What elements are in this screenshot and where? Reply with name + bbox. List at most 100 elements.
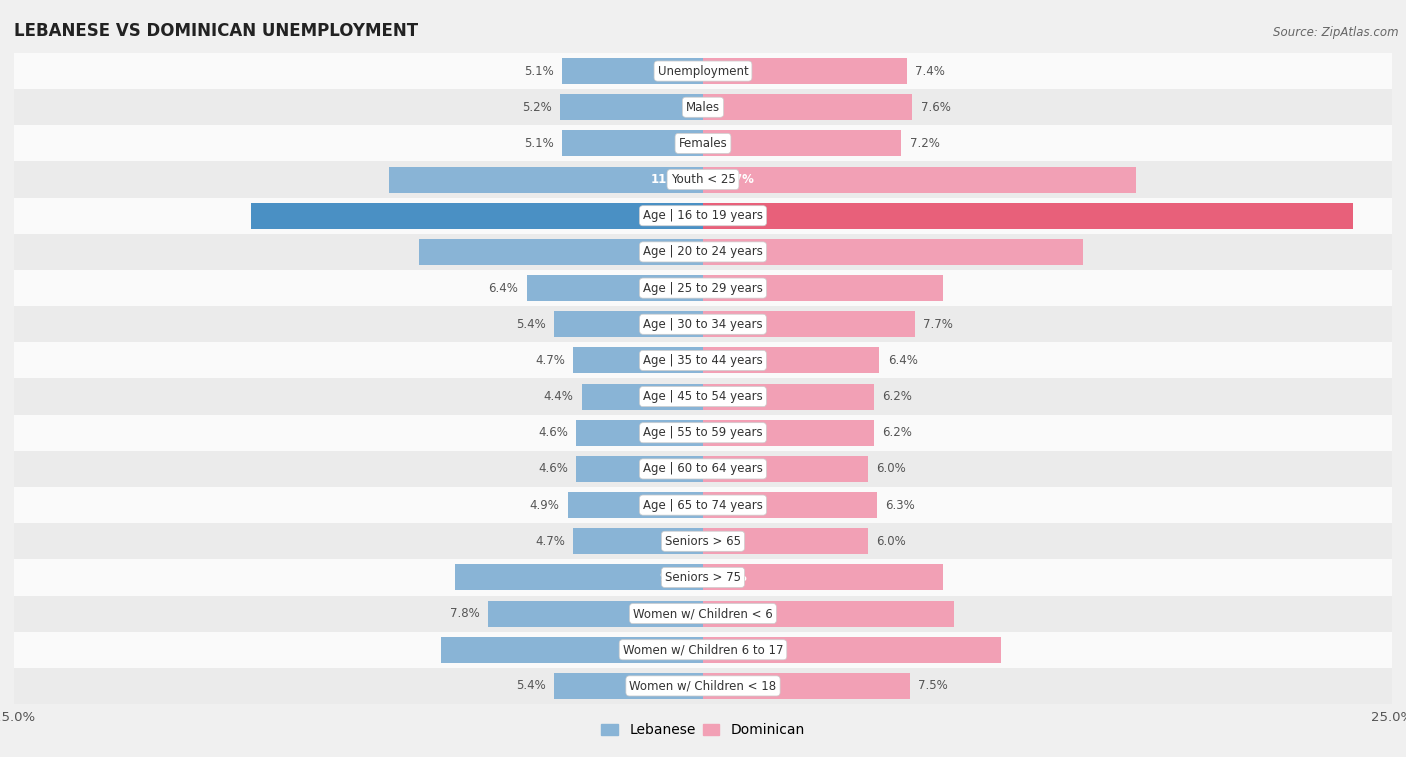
Bar — [554, 311, 703, 338]
Bar — [14, 161, 1392, 198]
Bar — [703, 600, 953, 627]
Bar — [703, 637, 1001, 663]
Bar — [703, 384, 875, 410]
Bar — [703, 528, 869, 554]
Text: 5.1%: 5.1% — [524, 64, 554, 77]
Text: Age | 30 to 34 years: Age | 30 to 34 years — [643, 318, 763, 331]
Bar — [703, 565, 943, 590]
Text: Age | 45 to 54 years: Age | 45 to 54 years — [643, 390, 763, 403]
Text: 9.0%: 9.0% — [659, 571, 692, 584]
Bar — [456, 565, 703, 590]
Bar — [441, 637, 703, 663]
Bar — [14, 234, 1392, 270]
Text: 10.3%: 10.3% — [651, 245, 692, 258]
Text: 4.7%: 4.7% — [536, 534, 565, 548]
Bar — [703, 94, 912, 120]
Bar — [703, 275, 943, 301]
Bar — [14, 631, 1392, 668]
Bar — [14, 559, 1392, 596]
Text: Age | 25 to 29 years: Age | 25 to 29 years — [643, 282, 763, 294]
Bar — [703, 58, 907, 84]
Text: 7.2%: 7.2% — [910, 137, 939, 150]
Bar — [574, 347, 703, 373]
Text: 6.3%: 6.3% — [884, 499, 915, 512]
Text: 6.4%: 6.4% — [488, 282, 519, 294]
Text: 5.2%: 5.2% — [522, 101, 551, 114]
Text: Seniors > 65: Seniors > 65 — [665, 534, 741, 548]
Bar — [703, 130, 901, 157]
Bar — [560, 94, 703, 120]
Text: Females: Females — [679, 137, 727, 150]
Text: Age | 16 to 19 years: Age | 16 to 19 years — [643, 209, 763, 223]
Text: LEBANESE VS DOMINICAN UNEMPLOYMENT: LEBANESE VS DOMINICAN UNEMPLOYMENT — [14, 22, 418, 40]
Bar — [703, 419, 875, 446]
Bar — [14, 378, 1392, 415]
Bar — [14, 668, 1392, 704]
Text: Age | 35 to 44 years: Age | 35 to 44 years — [643, 354, 763, 367]
Bar — [14, 596, 1392, 631]
Text: 4.6%: 4.6% — [538, 426, 568, 439]
Text: 11.4%: 11.4% — [651, 173, 692, 186]
Text: 13.8%: 13.8% — [714, 245, 755, 258]
Bar — [703, 673, 910, 699]
Text: 6.0%: 6.0% — [876, 534, 907, 548]
Bar — [568, 492, 703, 518]
Bar — [488, 600, 703, 627]
Bar — [14, 53, 1392, 89]
Text: 7.5%: 7.5% — [918, 680, 948, 693]
Text: Age | 60 to 64 years: Age | 60 to 64 years — [643, 463, 763, 475]
Bar — [14, 415, 1392, 451]
Text: 9.5%: 9.5% — [659, 643, 692, 656]
Text: 15.7%: 15.7% — [714, 173, 755, 186]
Bar — [554, 673, 703, 699]
Text: 16.4%: 16.4% — [651, 209, 692, 223]
Bar — [14, 306, 1392, 342]
Bar — [14, 89, 1392, 126]
Bar — [703, 239, 1083, 265]
Text: 5.1%: 5.1% — [524, 137, 554, 150]
Legend: Lebanese, Dominican: Lebanese, Dominican — [596, 718, 810, 743]
Bar — [14, 126, 1392, 161]
Text: 7.4%: 7.4% — [915, 64, 945, 77]
Text: 4.9%: 4.9% — [530, 499, 560, 512]
Text: 6.2%: 6.2% — [882, 426, 912, 439]
Text: 8.7%: 8.7% — [714, 571, 747, 584]
Bar — [703, 311, 915, 338]
Bar — [576, 456, 703, 482]
Bar — [703, 347, 879, 373]
Text: Women w/ Children < 6: Women w/ Children < 6 — [633, 607, 773, 620]
Text: 23.6%: 23.6% — [714, 209, 755, 223]
Bar — [574, 528, 703, 554]
Bar — [576, 419, 703, 446]
Text: Youth < 25: Youth < 25 — [671, 173, 735, 186]
Text: Source: ZipAtlas.com: Source: ZipAtlas.com — [1274, 26, 1399, 39]
Text: Unemployment: Unemployment — [658, 64, 748, 77]
Bar — [703, 456, 869, 482]
Text: Males: Males — [686, 101, 720, 114]
Text: 4.7%: 4.7% — [536, 354, 565, 367]
Bar — [562, 130, 703, 157]
Text: Age | 20 to 24 years: Age | 20 to 24 years — [643, 245, 763, 258]
Text: 6.0%: 6.0% — [876, 463, 907, 475]
Text: 7.7%: 7.7% — [924, 318, 953, 331]
Bar — [14, 451, 1392, 487]
Bar — [527, 275, 703, 301]
Bar — [14, 487, 1392, 523]
Text: 9.1%: 9.1% — [714, 607, 747, 620]
Bar — [14, 198, 1392, 234]
Text: Age | 55 to 59 years: Age | 55 to 59 years — [643, 426, 763, 439]
Bar — [582, 384, 703, 410]
Bar — [14, 270, 1392, 306]
Text: 7.8%: 7.8% — [450, 607, 479, 620]
Text: 6.4%: 6.4% — [887, 354, 918, 367]
Bar — [389, 167, 703, 192]
Bar — [703, 167, 1136, 192]
Text: Age | 65 to 74 years: Age | 65 to 74 years — [643, 499, 763, 512]
Text: 7.6%: 7.6% — [921, 101, 950, 114]
Text: 4.6%: 4.6% — [538, 463, 568, 475]
Text: 6.2%: 6.2% — [882, 390, 912, 403]
Bar — [703, 492, 876, 518]
Text: 5.4%: 5.4% — [516, 680, 546, 693]
Bar — [703, 203, 1354, 229]
Bar — [562, 58, 703, 84]
